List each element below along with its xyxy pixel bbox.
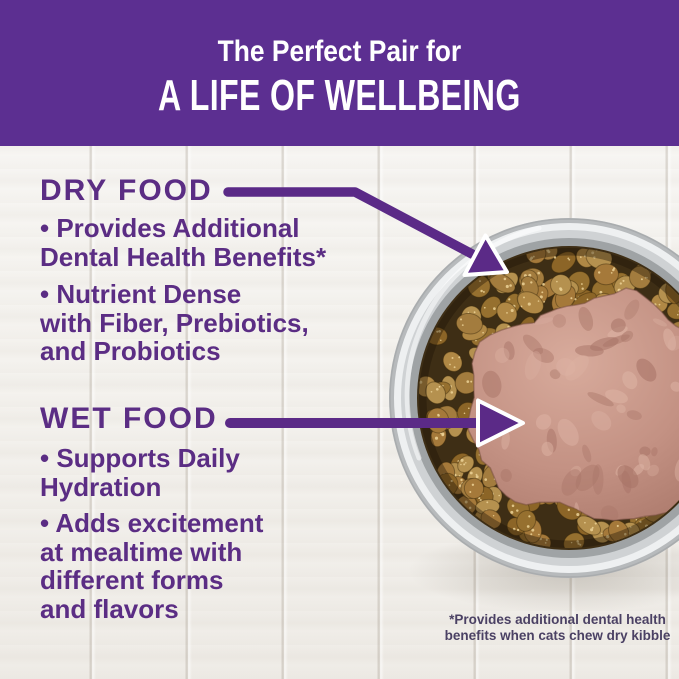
header-title: A LIFE OF WELLBEING (158, 71, 521, 120)
bullet-line: Hydration (40, 471, 162, 502)
bullet-line: and flavors (40, 593, 179, 624)
bullet-line: • Provides Additional (40, 213, 300, 243)
dry-bullet-dental: • Provides Additional Dental Health Bene… (40, 214, 326, 271)
food-bowl-photo (389, 218, 679, 578)
bullet-line: and Probiotics (40, 336, 221, 366)
bullet-line: • Supports Daily (40, 443, 240, 473)
wet-food-mound (467, 287, 679, 522)
bullet-line: with Fiber, Prebiotics, (40, 307, 309, 338)
wet-food-heading: WET FOOD (40, 402, 218, 435)
bullet-line: • Nutrient Dense (40, 279, 242, 309)
wet-bullet-excitement: • Adds excitement at mealtime with diffe… (40, 509, 263, 623)
dry-food-heading: DRY FOOD (40, 174, 213, 207)
bullet-line: • Adds excitement (40, 508, 264, 538)
footnote: *Provides additional dental health benef… (440, 612, 675, 643)
bowl-illustration (389, 218, 679, 578)
bullet-line: Dental Health Benefits* (40, 241, 327, 272)
footnote-line: benefits when cats chew dry kibble (444, 627, 671, 643)
bullet-line: at mealtime with (40, 536, 243, 567)
header-banner: The Perfect Pair for A LIFE OF WELLBEING (0, 0, 679, 146)
header-subtitle: The Perfect Pair for (217, 35, 462, 68)
dry-bullet-nutrient: • Nutrient Dense with Fiber, Prebiotics,… (40, 280, 309, 366)
wet-bullet-hydration: • Supports Daily Hydration (40, 444, 240, 501)
bullet-line: different forms (40, 565, 224, 595)
footnote-line: *Provides additional dental health (449, 612, 666, 627)
bowl-food (419, 248, 679, 548)
